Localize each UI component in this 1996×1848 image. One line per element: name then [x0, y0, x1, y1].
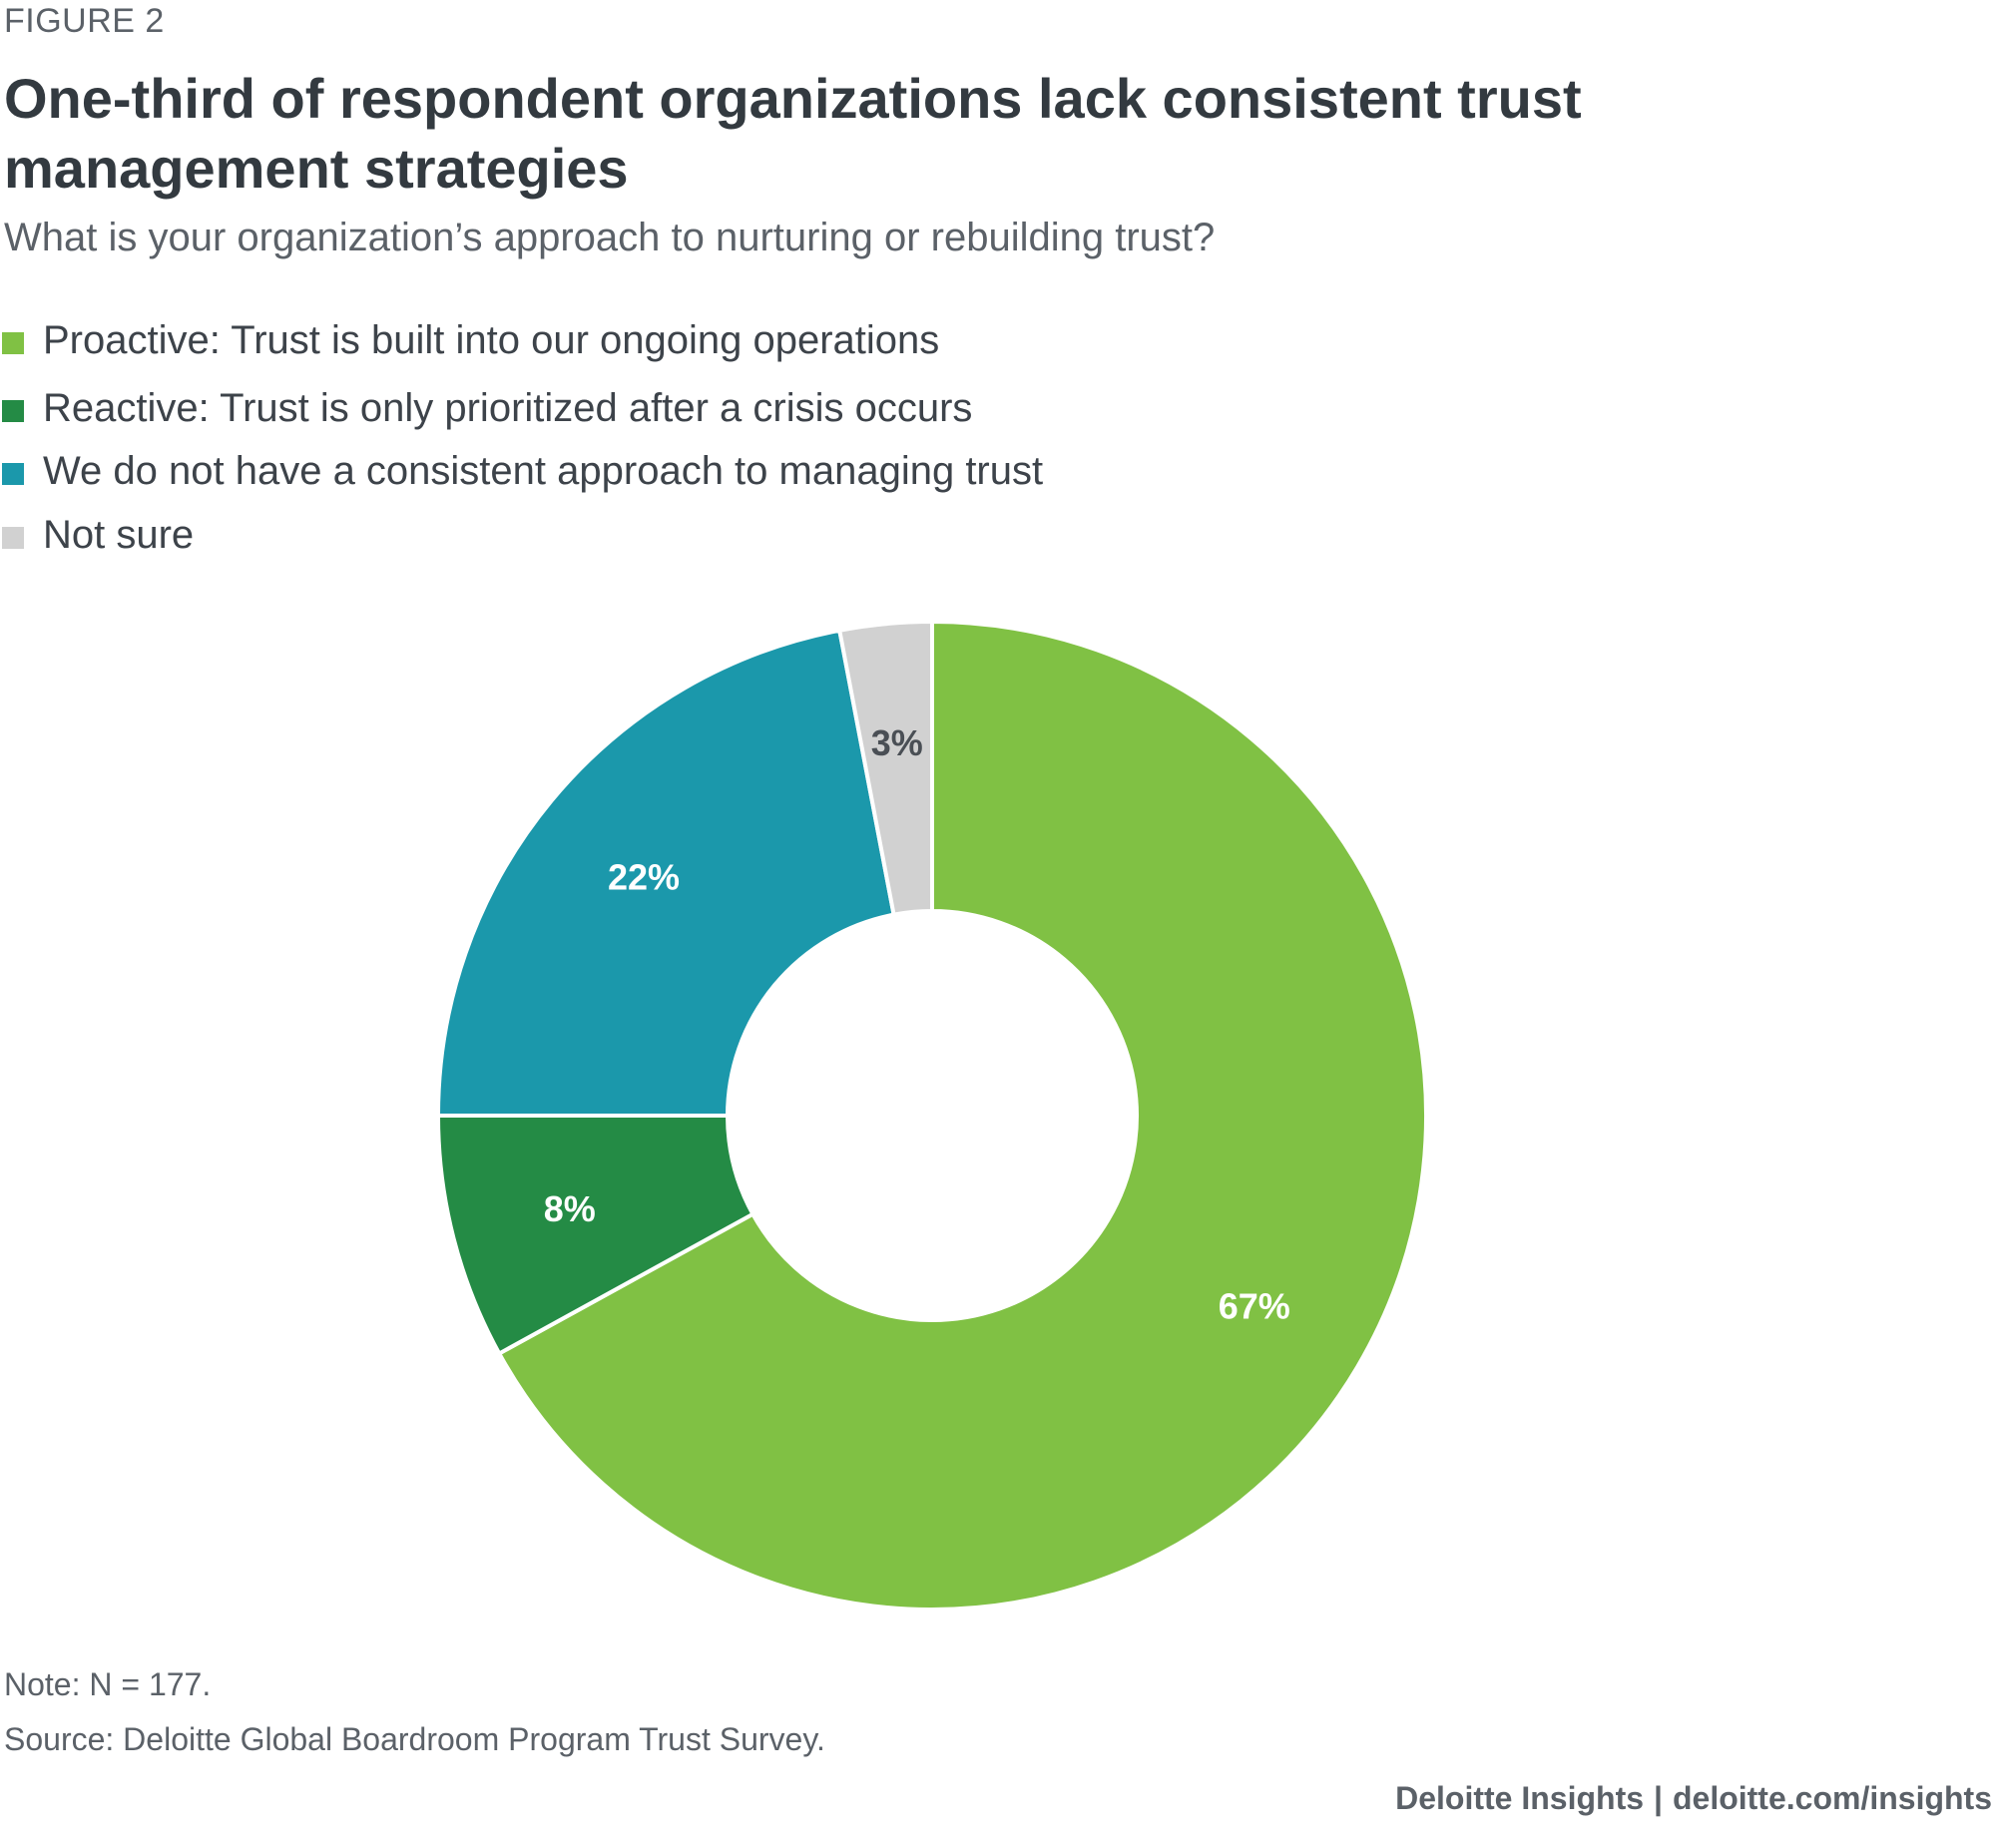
- data-label-proactive: 67%: [1219, 1285, 1290, 1326]
- legend-swatch-proactive: [2, 332, 24, 354]
- legend-swatch-no-consistent-approach: [2, 463, 24, 485]
- legend-label-reactive: Reactive: Trust is only prioritized afte…: [43, 386, 973, 430]
- credit-separator: |: [1654, 1780, 1663, 1816]
- legend-swatch-not-sure: [2, 527, 24, 549]
- chart-title: One-third of respondent organizations la…: [4, 67, 1582, 200]
- donut-slice-reactive: [435, 1114, 756, 1357]
- legend-label-not-sure: Not sure: [43, 513, 195, 557]
- note: Note: N = 177.: [4, 1666, 212, 1702]
- legend-label-proactive: Proactive: Trust is built into our ongoi…: [43, 318, 940, 362]
- data-label-not-sure: 3%: [871, 722, 923, 763]
- legend: Proactive: Trust is built into our ongoi…: [0, 0, 1297, 599]
- donut-slice-no-consistent-approach: [435, 628, 896, 1118]
- credit-brand: Deloitte Insights: [1395, 1780, 1645, 1816]
- donut-slice-proactive: [496, 619, 1428, 1612]
- chart-subtitle: What is your organization’s approach to …: [4, 216, 1216, 259]
- donut-slice-not-sure: [836, 619, 934, 917]
- figure-label: FIGURE 2: [4, 2, 165, 40]
- data-label-reactive: 8%: [544, 1188, 596, 1229]
- credit: Deloitte Insights | deloitte.com/insights: [1395, 1780, 1992, 1817]
- legend-swatch-reactive: [2, 400, 24, 422]
- source: Source: Deloitte Global Boardroom Progra…: [4, 1721, 825, 1757]
- data-label-no-consistent-approach: 22%: [608, 856, 680, 897]
- legend-label-no-consistent-approach: We do not have a consistent approach to …: [43, 449, 1044, 493]
- credit-url[interactable]: deloitte.com/insights: [1672, 1780, 1992, 1816]
